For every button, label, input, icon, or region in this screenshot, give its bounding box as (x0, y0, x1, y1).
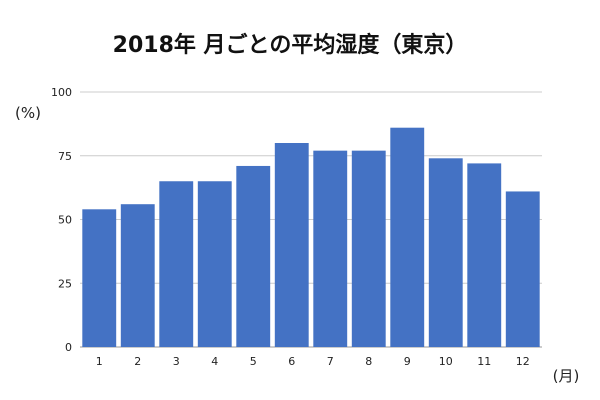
x-axis-ticks: 1 2 3 4 5 6 7 8 9 10 11 12 (96, 355, 530, 368)
bar-month-8 (351, 150, 386, 347)
x-tick-label: 11 (477, 355, 491, 368)
bar-month-6 (274, 143, 309, 347)
bar-month-4 (197, 181, 232, 347)
bars (82, 127, 540, 347)
x-tick-label: 5 (250, 355, 257, 368)
x-tick-label: 1 (96, 355, 103, 368)
x-tick-label: 7 (327, 355, 334, 368)
y-tick-label: 100 (51, 86, 72, 99)
bar-month-1 (82, 209, 117, 347)
y-tick-label: 25 (58, 277, 72, 290)
y-axis-label: (%) (15, 104, 41, 122)
x-tick-label: 12 (516, 355, 530, 368)
x-tick-label: 9 (404, 355, 411, 368)
bar-month-7 (313, 150, 348, 347)
y-tick-label: 75 (58, 150, 72, 163)
bar-month-12 (505, 191, 540, 347)
x-tick-label: 8 (365, 355, 372, 368)
x-tick-label: 6 (288, 355, 295, 368)
x-tick-label: 4 (211, 355, 218, 368)
gridlines (80, 91, 542, 348)
bar-month-11 (467, 163, 502, 347)
x-tick-label: 10 (439, 355, 453, 368)
bar-month-9 (390, 127, 425, 347)
y-tick-label: 0 (65, 341, 72, 354)
bar-month-5 (236, 165, 271, 347)
y-axis-ticks: 0 25 50 75 100 (51, 86, 72, 354)
bar-month-2 (120, 204, 155, 347)
x-tick-label: 2 (134, 355, 141, 368)
chart-title: 2018年 月ごとの平均湿度（東京） (113, 32, 468, 58)
y-tick-label: 50 (58, 214, 72, 227)
bar-month-10 (428, 158, 463, 347)
x-tick-label: 3 (173, 355, 180, 368)
bar-month-3 (159, 181, 194, 347)
x-axis-label: (月) (553, 367, 580, 385)
